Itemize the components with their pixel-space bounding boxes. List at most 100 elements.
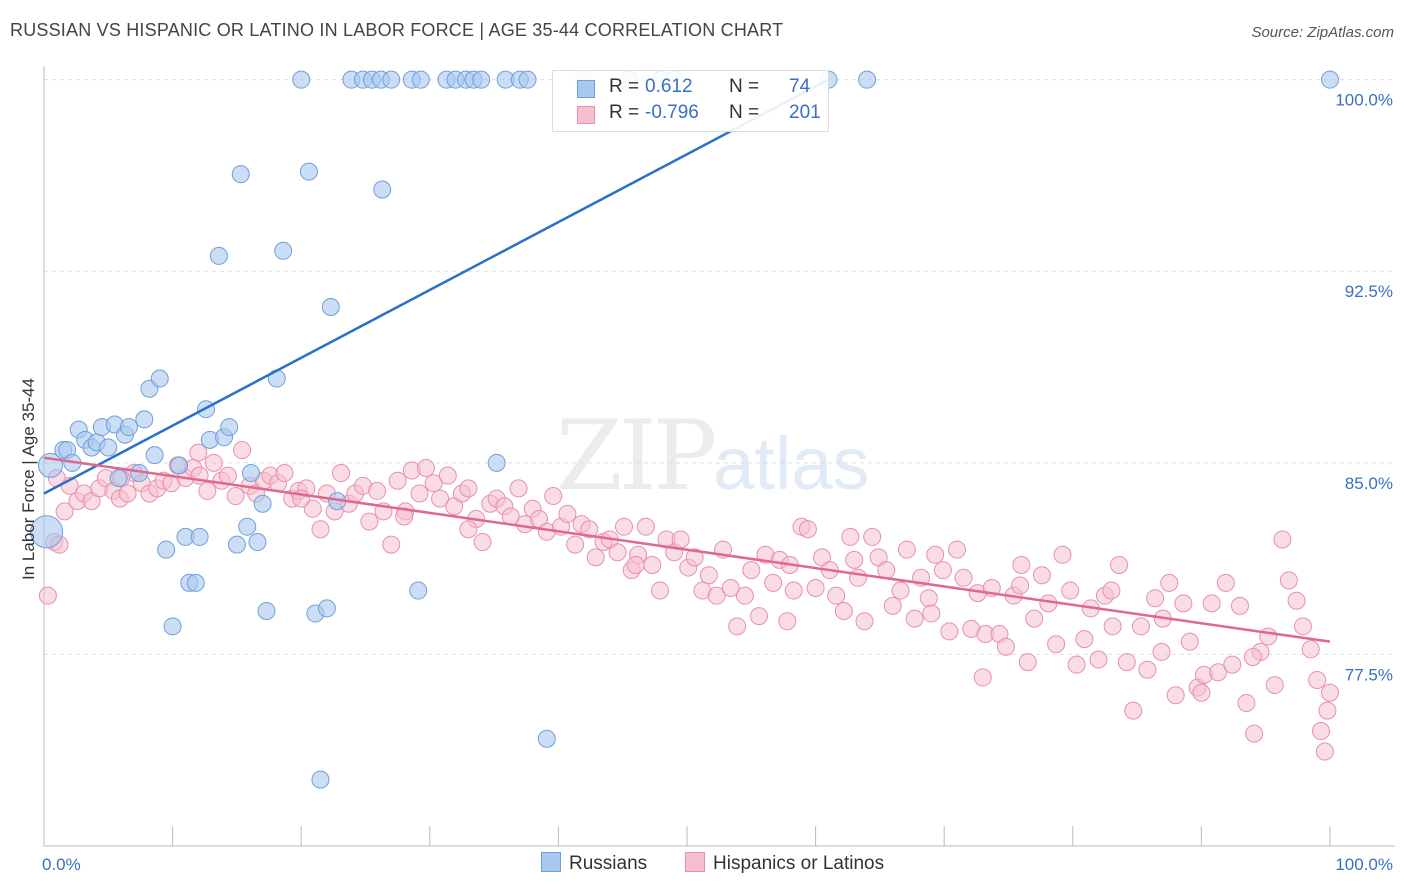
- hispanic-point: [685, 548, 704, 567]
- grid-lines: [44, 79, 1395, 655]
- r-label: R =: [609, 102, 640, 123]
- hispanic-point: [38, 586, 57, 605]
- hispanic-point: [877, 561, 896, 580]
- hispanic-point: [735, 586, 754, 605]
- russian-point: [253, 494, 272, 513]
- hispanic-point: [1047, 635, 1066, 654]
- russian-point: [220, 418, 239, 437]
- russian-point: [382, 70, 401, 89]
- hispanic-point: [1061, 581, 1080, 600]
- hispanic-point: [784, 581, 803, 600]
- hispanic-point: [1032, 566, 1051, 585]
- hispanic-point: [459, 520, 478, 539]
- hispanic-point: [233, 441, 252, 460]
- hispanic-point: [1160, 573, 1179, 592]
- hispanic-point: [1202, 594, 1221, 613]
- hispanic-point: [118, 484, 137, 503]
- russian-point: [109, 469, 128, 488]
- hispanic-point: [608, 543, 627, 562]
- hispanic-point: [827, 586, 846, 605]
- n-value: 74: [789, 76, 811, 97]
- n-label: N =: [729, 102, 760, 123]
- hispanic-point: [1279, 571, 1298, 590]
- russian-point: [292, 70, 311, 89]
- hispanic-point: [1301, 640, 1320, 659]
- hispanic-point: [1067, 655, 1086, 674]
- legend-label-russians: Russians: [569, 853, 648, 874]
- hispanic-point: [1311, 722, 1330, 741]
- russian-point: [274, 241, 293, 260]
- hispanic-point: [948, 540, 967, 559]
- hispanic-point: [1174, 594, 1193, 613]
- hispanic-point: [566, 535, 585, 554]
- hispanic-point: [626, 556, 645, 575]
- hispanic-point: [558, 504, 577, 523]
- hispanic-point: [1243, 647, 1262, 666]
- hispanic-point: [1138, 660, 1157, 679]
- russian-point: [317, 599, 336, 618]
- hispanic-point: [1192, 683, 1211, 702]
- source-label: Source: ZipAtlas.com: [1251, 24, 1394, 41]
- hispanic-point: [742, 561, 761, 580]
- russian-point: [518, 70, 537, 89]
- russian-point: [238, 517, 257, 536]
- russian-point: [150, 369, 169, 388]
- hispanic-point: [303, 499, 322, 518]
- hispanic-point: [544, 487, 563, 506]
- hispanic-point: [940, 622, 959, 641]
- russian-point: [299, 162, 318, 181]
- hispanic-point: [643, 556, 662, 575]
- legend-item-russians: Russians: [541, 852, 647, 875]
- russian-point: [135, 410, 154, 429]
- hispanic-point: [883, 596, 902, 615]
- russian-point: [257, 601, 276, 620]
- hispanic-point: [424, 474, 443, 493]
- watermark: ZIPatlas: [556, 400, 870, 512]
- russian-point: [242, 464, 261, 483]
- hispanic-point: [1110, 556, 1129, 575]
- hispanic-point: [332, 464, 351, 483]
- x-tick-label: 0.0%: [42, 855, 81, 874]
- hispanic-point: [1152, 642, 1171, 661]
- n-value: 201: [789, 102, 821, 123]
- r-label: R =: [609, 76, 640, 97]
- hispanic-point: [855, 612, 874, 631]
- hispanic-point: [891, 581, 910, 600]
- hispanic-point: [1025, 609, 1044, 628]
- r-value: 0.612: [645, 76, 693, 97]
- correlation-legend: R = 0.612 N = 74 R = -0.796 N = 201: [552, 70, 829, 132]
- hispanic-point: [919, 589, 938, 608]
- hispanic-point: [1273, 530, 1292, 549]
- hispanic-point: [1012, 556, 1031, 575]
- hispanic-point: [1075, 630, 1094, 649]
- y-tick-label: 92.5%: [1345, 282, 1393, 301]
- hispanic-point: [55, 502, 74, 521]
- y-tick-label: 100.0%: [1335, 91, 1393, 110]
- russian-point: [163, 617, 182, 636]
- hispanic-point: [922, 604, 941, 623]
- y-axis-label: In Labor Force | Age 35-44: [19, 378, 38, 580]
- hispanic-point: [728, 617, 747, 636]
- russian-point: [409, 581, 428, 600]
- hispanic-point: [905, 609, 924, 628]
- russian-point: [170, 456, 189, 475]
- hispanic-point: [1018, 653, 1037, 672]
- russian-point: [190, 527, 209, 546]
- hispanic-point: [841, 527, 860, 546]
- hispanic-point: [614, 517, 633, 536]
- hispanic-point: [311, 520, 330, 539]
- hispanic-point: [198, 481, 217, 500]
- hispanic-point: [438, 466, 457, 485]
- hispanic-point: [764, 573, 783, 592]
- russian-point: [472, 70, 491, 89]
- hispanic-point: [750, 607, 769, 626]
- hispanic-point: [1293, 617, 1312, 636]
- hispanic-point: [699, 566, 718, 585]
- russians-swatch: [577, 80, 595, 98]
- hispanic-point: [926, 545, 945, 564]
- hispanic-point: [410, 484, 429, 503]
- hispanic-point: [1308, 670, 1327, 689]
- hispanic-point: [707, 586, 726, 605]
- x-tick-label: 100.0%: [1335, 855, 1393, 874]
